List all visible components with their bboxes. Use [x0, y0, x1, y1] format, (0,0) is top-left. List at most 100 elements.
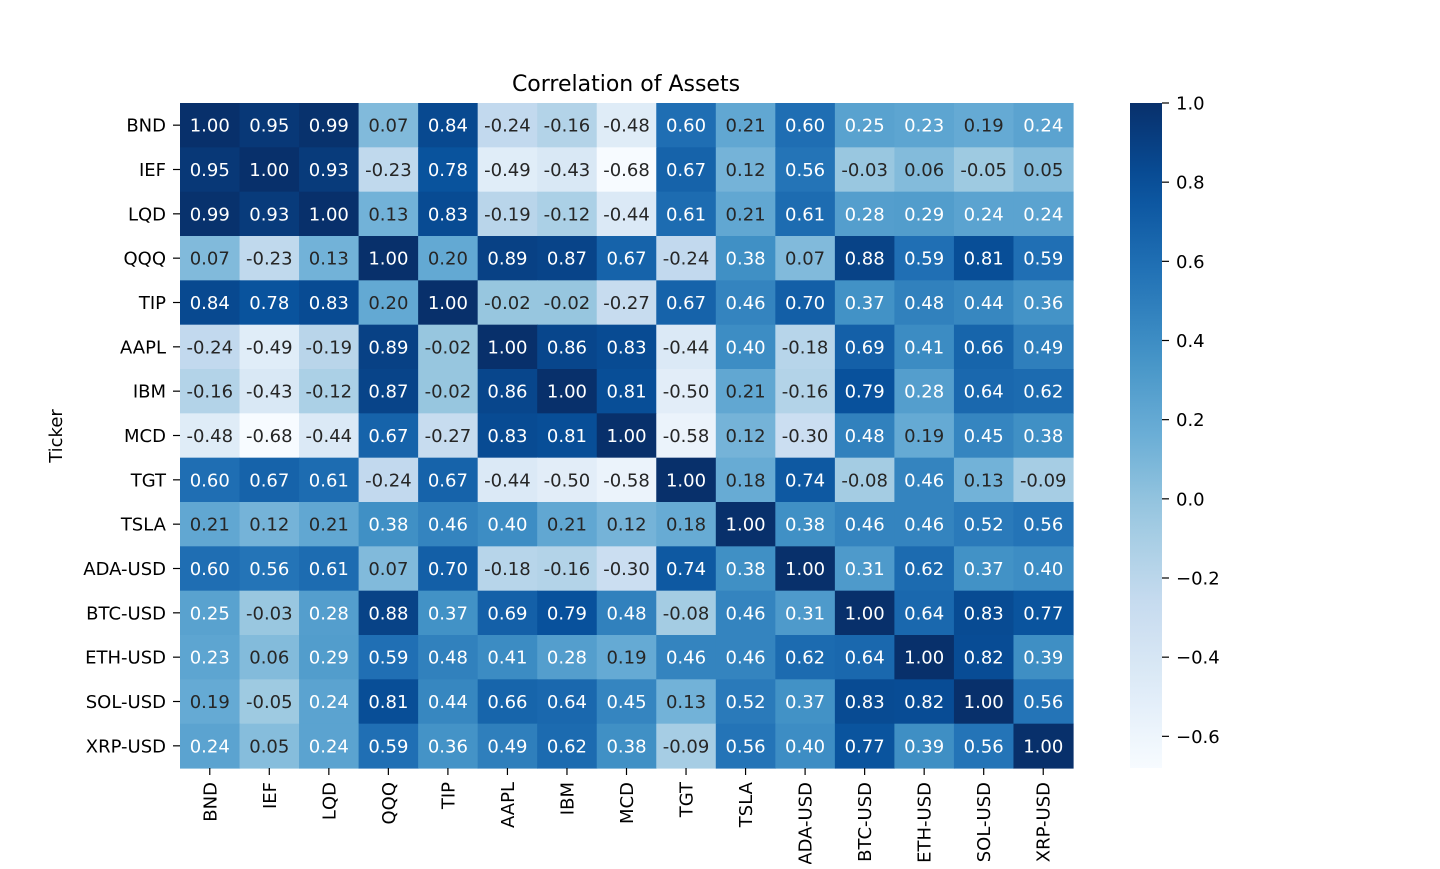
cell-value-label: 0.61: [666, 204, 706, 225]
cell-value-label: 0.46: [666, 648, 706, 669]
heatmap-cell: [1013, 723, 1074, 769]
heatmap-cell: [239, 147, 300, 193]
heatmap-cell: [537, 546, 598, 592]
cell-value-label: 0.13: [309, 249, 349, 270]
cell-value-label: 0.67: [606, 249, 646, 270]
cell-value-label: 0.61: [309, 470, 349, 491]
cell-value-label: 0.46: [428, 515, 468, 536]
cell-value-label: 0.21: [190, 515, 230, 536]
heatmap-cell: [596, 590, 657, 636]
y-tick-label: XRP-USD: [86, 736, 166, 757]
heatmap-cell: [180, 723, 241, 769]
heatmap-cell: [1013, 635, 1074, 680]
heatmap-cell: [239, 635, 300, 680]
cell-value-label: 1.00: [726, 515, 766, 536]
heatmap-cell: [656, 280, 717, 326]
heatmap-cell: [656, 103, 717, 148]
cell-value-label: 0.83: [428, 204, 468, 225]
cell-value-label: 0.44: [964, 293, 1004, 314]
cell-value-label: 0.81: [964, 249, 1004, 270]
cell-value-label: 0.39: [904, 736, 944, 757]
cell-value-label: 0.38: [726, 249, 766, 270]
cell-value-label: 0.37: [785, 692, 825, 713]
cell-value-label: -0.58: [663, 426, 710, 447]
cell-value-label: -0.12: [306, 382, 353, 403]
heatmap-cell: [1013, 280, 1074, 326]
cell-value-label: 0.21: [547, 515, 587, 536]
cell-value-label: 0.24: [964, 204, 1004, 225]
cell-value-label: 0.38: [606, 736, 646, 757]
cell-value-label: -0.16: [186, 382, 233, 403]
heatmap-cell: [834, 324, 895, 370]
cell-value-label: 0.93: [309, 160, 349, 181]
cell-value-label: 0.06: [904, 160, 944, 181]
cell-value-label: 0.64: [547, 692, 587, 713]
cell-value-label: 0.12: [726, 426, 766, 447]
x-tick-label: MCD: [617, 782, 638, 824]
cell-value-label: -0.68: [603, 160, 650, 181]
cell-value-label: 0.24: [309, 692, 349, 713]
heatmap-cell: [656, 191, 717, 237]
colorbar-gradient: [1130, 103, 1162, 768]
heatmap-cell: [239, 546, 300, 592]
heatmap-cell: [894, 546, 955, 592]
heatmap-cell: [477, 147, 538, 193]
cell-value-label: 0.41: [487, 648, 527, 669]
heatmap-cell: [418, 635, 479, 680]
cell-value-label: 0.81: [606, 382, 646, 403]
heatmap-cell: [537, 191, 598, 237]
heatmap-cell: [953, 236, 1015, 281]
heatmap-cell: [299, 723, 360, 769]
cell-value-label: 0.40: [785, 736, 825, 757]
cell-value-label: 0.70: [428, 559, 468, 580]
heatmap-cell: [775, 546, 836, 592]
cell-value-label: 0.21: [726, 116, 766, 137]
colorbar-tick-label: 0.6: [1176, 252, 1205, 273]
heatmap-cell: [299, 457, 360, 503]
cell-value-label: -0.08: [663, 603, 710, 624]
heatmap-cell: [894, 635, 955, 680]
heatmap-cell: [477, 324, 538, 370]
x-tick-label: XRP-USD: [1034, 782, 1055, 862]
heatmap-cell: [239, 679, 300, 725]
heatmap-cell: [775, 369, 836, 414]
heatmap-cell: [715, 280, 776, 326]
heatmap-cell: [953, 280, 1015, 326]
heatmap-cell: [596, 236, 657, 281]
cell-value-label: 0.31: [785, 603, 825, 624]
cell-value-label: 1.00: [666, 470, 706, 491]
heatmap-cell: [894, 324, 955, 370]
cell-value-label: 0.83: [487, 426, 527, 447]
heatmap-cell: [358, 679, 419, 725]
heatmap-cell: [775, 502, 836, 547]
y-tick-label: LQD: [128, 204, 166, 225]
x-tick-label: BND: [200, 782, 221, 822]
heatmap-cell: [180, 103, 241, 148]
cell-value-label: 0.31: [845, 559, 885, 580]
heatmap-cell: [656, 147, 717, 193]
heatmap-cell: [715, 103, 776, 148]
cell-value-label: -0.02: [425, 337, 472, 358]
cell-value-label: 0.62: [785, 648, 825, 669]
heatmap-cell: [239, 723, 300, 769]
cell-value-label: 0.56: [785, 160, 825, 181]
heatmap-cell: [596, 147, 657, 193]
heatmap-cell: [1013, 679, 1074, 725]
heatmap-cell: [775, 324, 836, 370]
heatmap-cell: [180, 236, 241, 281]
heatmap-cell: [299, 147, 360, 193]
heatmap-cell: [656, 546, 717, 592]
heatmap-cell: [596, 280, 657, 326]
cell-value-label: 0.40: [1023, 559, 1063, 580]
cell-value-label: 0.64: [904, 603, 944, 624]
cell-value-label: 0.40: [487, 515, 527, 536]
heatmap-cell: [358, 546, 419, 592]
heatmap-cell: [775, 103, 836, 148]
cell-value-label: 0.66: [487, 692, 527, 713]
cell-value-label: 0.62: [547, 736, 587, 757]
heatmap-cell: [656, 369, 717, 414]
cell-value-label: 0.41: [904, 337, 944, 358]
cell-value-label: 0.69: [487, 603, 527, 624]
heatmap-cell: [715, 546, 776, 592]
cell-value-label: -0.09: [1020, 470, 1067, 491]
